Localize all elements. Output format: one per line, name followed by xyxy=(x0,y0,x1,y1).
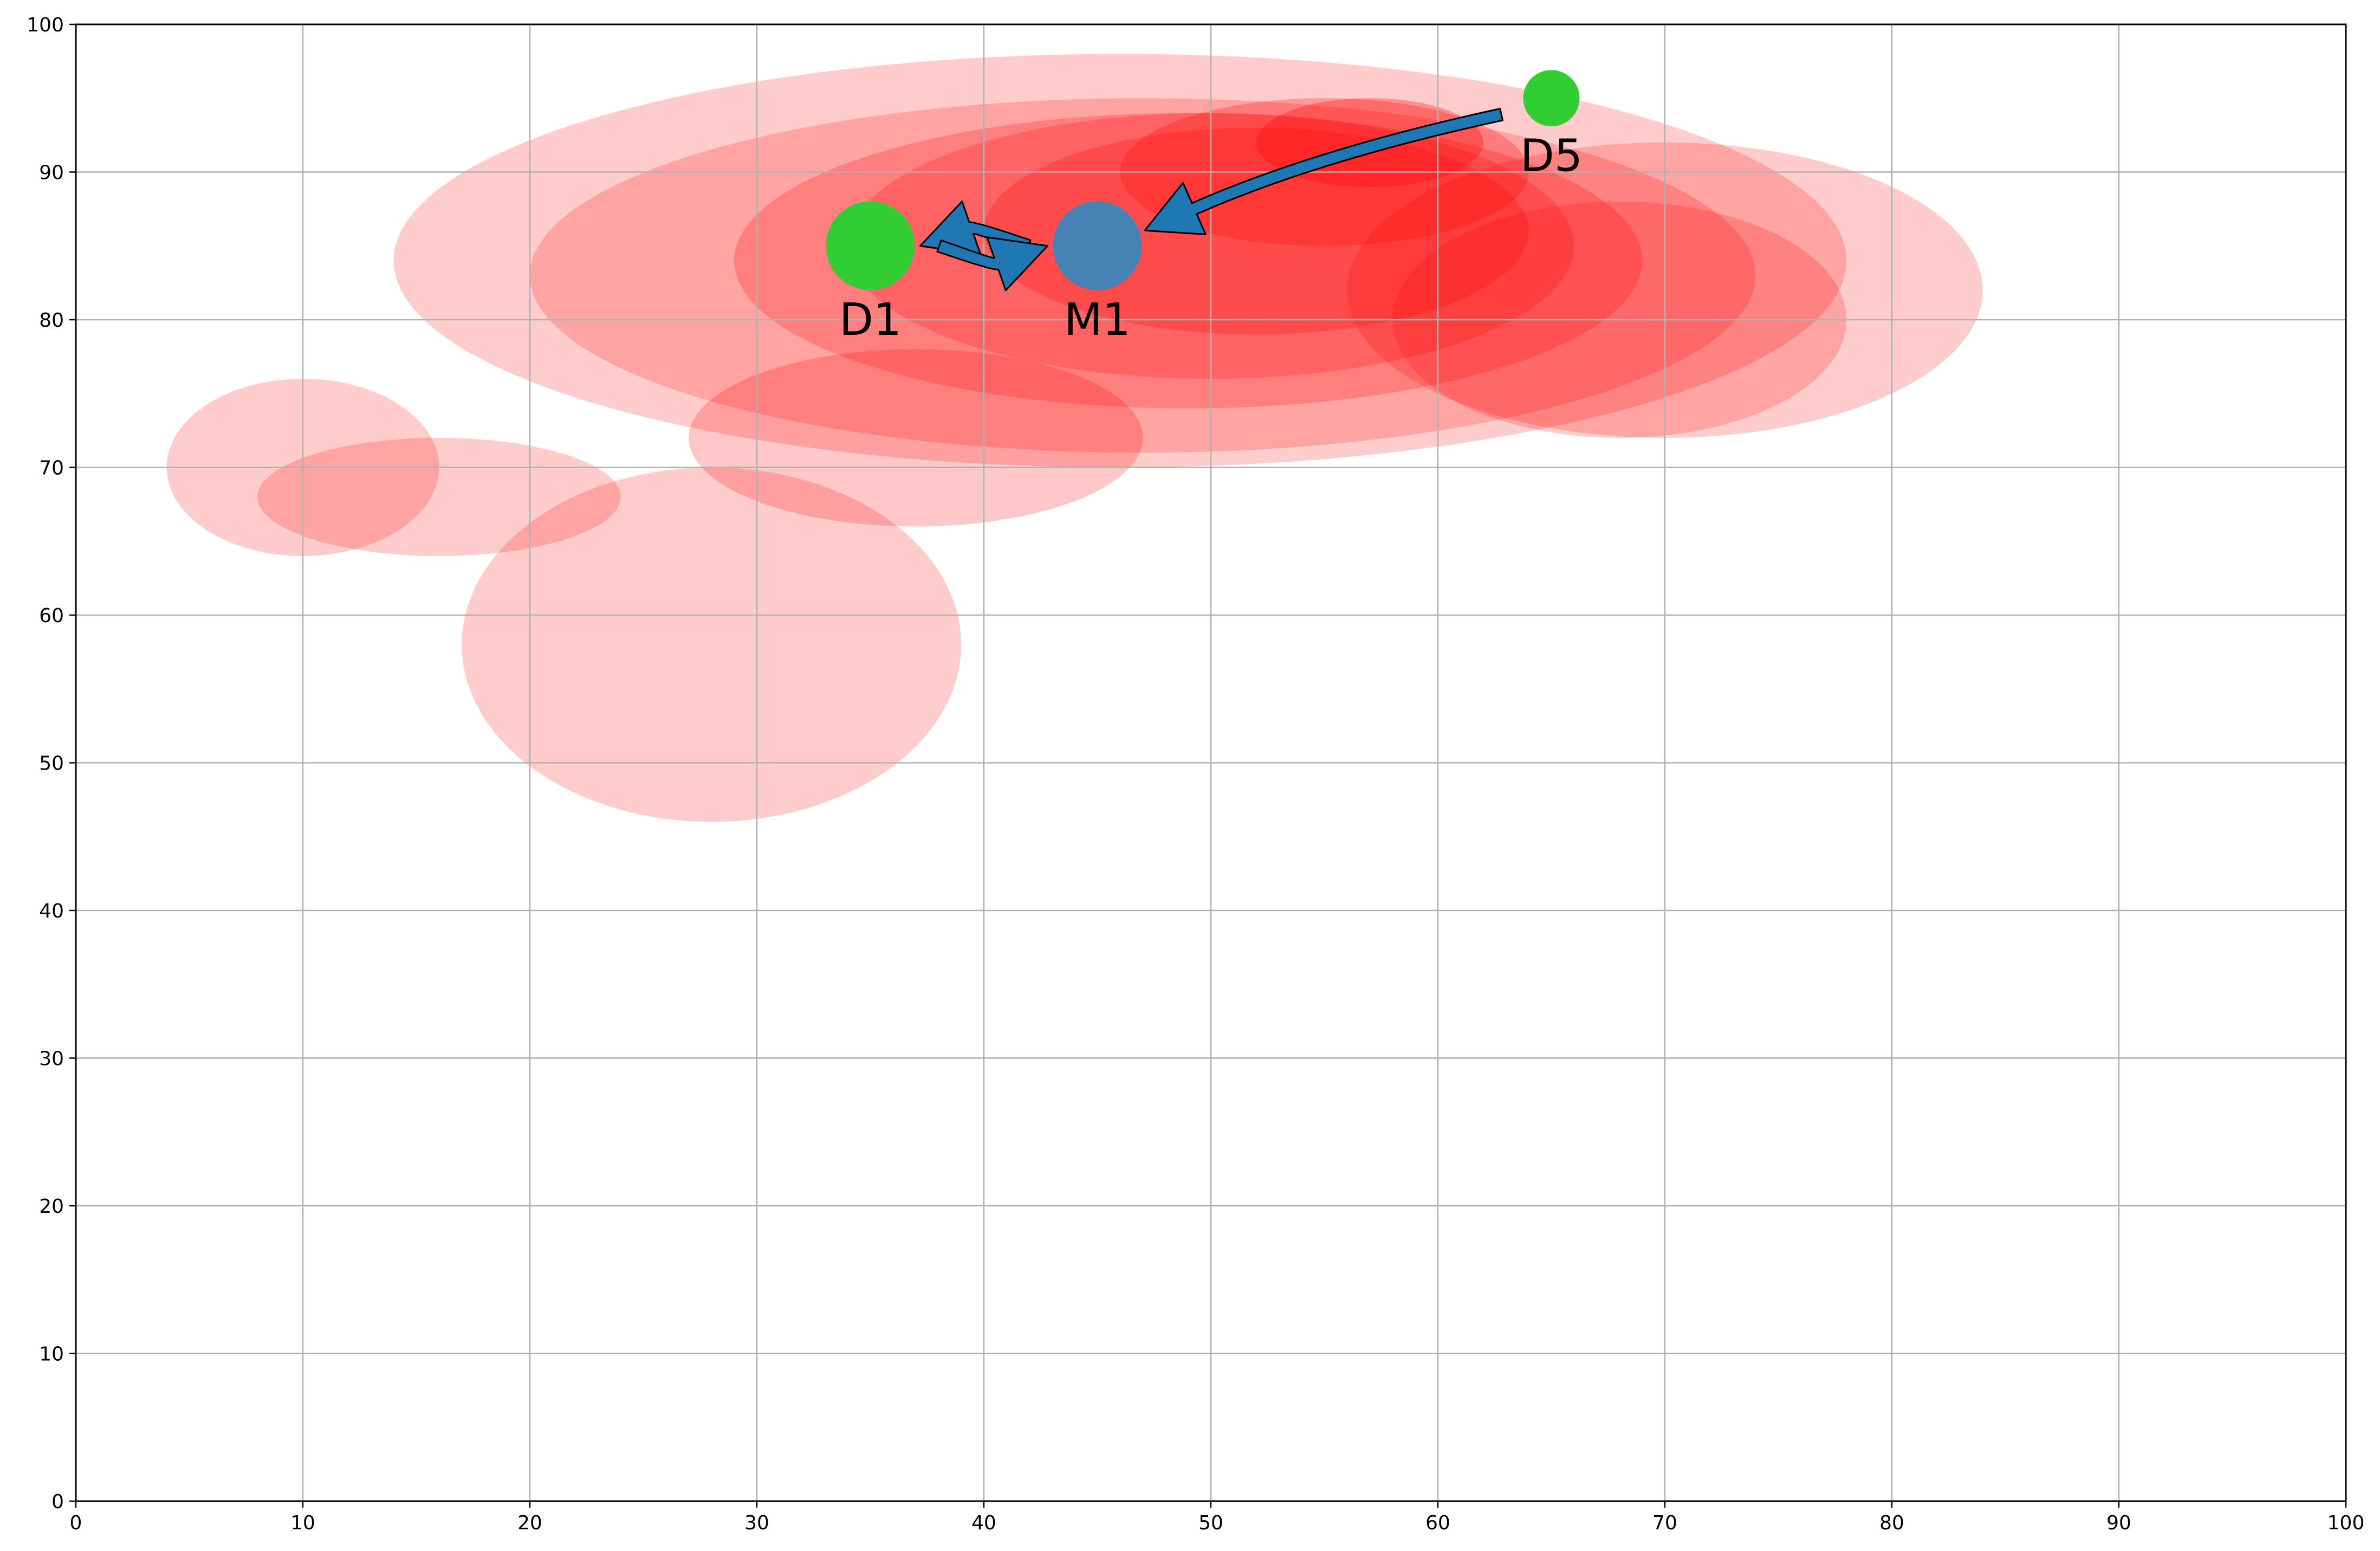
density-contours xyxy=(166,54,1983,822)
arrow-d5-to-m1 xyxy=(1144,107,1504,236)
x-tick-label: 0 xyxy=(70,1512,82,1534)
point-label-d1: D1 xyxy=(839,294,902,346)
density-blob xyxy=(462,467,962,822)
arrow-d1-to-m1 xyxy=(936,236,1048,292)
point-d5 xyxy=(1523,70,1580,127)
grid xyxy=(75,23,2347,1502)
y-tick-label: 40 xyxy=(39,900,64,922)
y-tick-label: 50 xyxy=(39,753,64,775)
y-tick-label: 100 xyxy=(27,14,64,36)
density-blob xyxy=(689,349,1143,527)
density-blob xyxy=(734,113,1643,409)
y-tick-label: 10 xyxy=(39,1343,64,1366)
x-tick-label: 90 xyxy=(2106,1512,2131,1534)
x-tick-label: 30 xyxy=(744,1512,769,1534)
x-tick-label: 70 xyxy=(1652,1512,1677,1534)
x-tick-label: 20 xyxy=(517,1512,542,1534)
y-tick-label: 0 xyxy=(51,1491,64,1513)
x-tick-label: 50 xyxy=(1198,1512,1223,1534)
ticks: 0 10 20 30 40 50 60 70 80 90 100 0 10 20 30 40 50 60 70 80 9… xyxy=(27,14,2364,1534)
y-tick-label: 70 xyxy=(39,457,64,480)
y-tick-label: 90 xyxy=(39,162,64,184)
x-tick-label: 80 xyxy=(1879,1512,1904,1534)
y-tick-label: 80 xyxy=(39,309,64,332)
point-m1 xyxy=(1053,201,1142,290)
x-tick-label: 40 xyxy=(971,1512,996,1534)
y-tick-label: 30 xyxy=(39,1048,64,1070)
x-tick-label: 10 xyxy=(290,1512,315,1534)
point-label-d5: D5 xyxy=(1520,130,1583,182)
point-d1 xyxy=(826,201,915,290)
y-tick-label: 60 xyxy=(39,605,64,627)
density-blob xyxy=(530,98,1756,453)
density-blob xyxy=(257,438,621,556)
x-tick-label: 100 xyxy=(2327,1512,2365,1534)
y-tick-label: 20 xyxy=(39,1195,64,1218)
arrows xyxy=(919,107,1504,292)
x-tick-label: 60 xyxy=(1425,1512,1450,1534)
data-points: D1 M1 D5 xyxy=(826,70,1583,346)
point-label-m1: M1 xyxy=(1064,294,1131,346)
density-level-3 xyxy=(689,113,1643,527)
